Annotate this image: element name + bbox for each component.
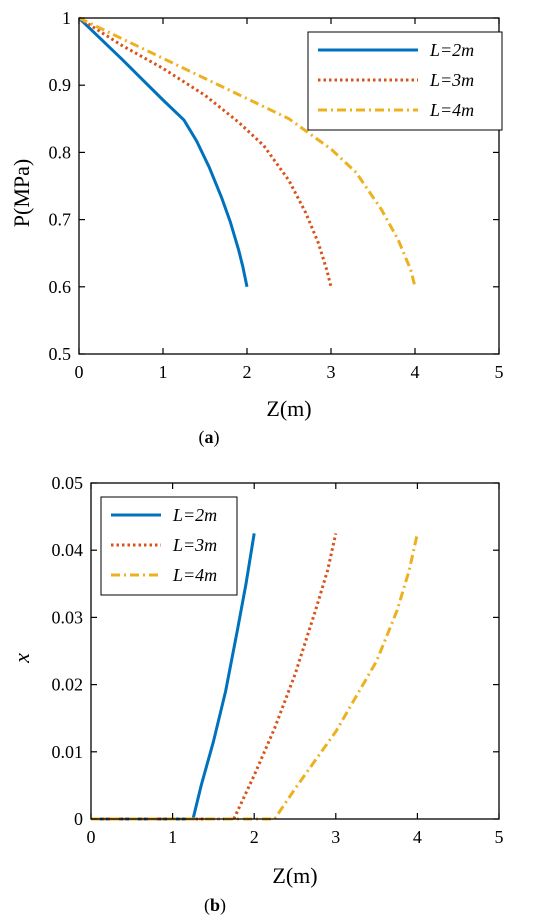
series-line-b-1 xyxy=(91,533,256,821)
legend-label-a-1: L=2m xyxy=(429,40,474,60)
panel-label-b: (b) xyxy=(204,895,226,916)
y-tick-label-b: 0.03 xyxy=(52,607,84,627)
y-tick-label-b: 0 xyxy=(74,809,83,829)
y-tick-label-a: 0.7 xyxy=(49,210,72,230)
x-tick-label-b: 1 xyxy=(168,827,177,847)
legend-label-b-2: L=3m xyxy=(172,535,217,555)
series-line-a-2 xyxy=(78,16,333,288)
legend-label-b-3: L=4m xyxy=(172,565,217,585)
y-tick-label-b: 0.01 xyxy=(52,742,84,762)
legend-label-b-1: L=2m xyxy=(172,505,217,525)
x-tick-label-a: 3 xyxy=(327,362,336,382)
x-tick-label-a: 0 xyxy=(75,362,84,382)
y-tick-label-a: 0.5 xyxy=(49,344,72,364)
x-tick-label-b: 4 xyxy=(413,827,422,847)
series-line-b-2 xyxy=(91,533,338,821)
legend-label-a-3: L=4m xyxy=(429,100,474,120)
panel-label-a: (a) xyxy=(199,427,220,448)
ticks-b: 0 1 2 3 4 5 0 0.01 0.02 0.03 0.04 0.05 xyxy=(52,473,504,847)
plot-area-b xyxy=(90,482,500,821)
y-axis-label-b: x xyxy=(9,653,34,664)
series-line-b-3 xyxy=(91,533,419,821)
x-tick-label-b: 2 xyxy=(250,827,259,847)
legend-label-a-2: L=3m xyxy=(429,70,474,90)
x-tick-label-a: 2 xyxy=(243,362,252,382)
x-tick-label-a: 1 xyxy=(159,362,168,382)
legend-b: L=2m L=3m L=4m xyxy=(100,496,238,596)
chart-panel-b: 0 1 2 3 4 500.010.020.030.040.05 Z(m) x L=2mL… xyxy=(9,473,504,916)
x-tick-label-a: 5 xyxy=(495,362,504,382)
x-tick-label-b: 0 xyxy=(87,827,96,847)
y-tick-label-a: 0.6 xyxy=(49,277,72,297)
series-line-a-3 xyxy=(78,16,417,288)
axes-box-b xyxy=(90,482,500,820)
legend-a: L=2m L=3m L=4m xyxy=(307,31,503,131)
y-tick-label-b: 0.04 xyxy=(52,540,84,560)
axes-box-a xyxy=(78,17,500,355)
y-tick-label-b: 0.02 xyxy=(52,675,84,695)
ticks-a: 0 1 2 3 4 5 0.5 0.6 0.7 0.8 0.9 1 xyxy=(49,8,504,382)
x-tick-label-a: 4 xyxy=(411,362,420,382)
chart-panel-a: 0 1 2 3 4 50.50.60.70.80.91 Z(m) P(MPa) L=2mL… xyxy=(9,8,504,448)
y-axis-label-a: P(MPa) xyxy=(9,159,34,227)
y-tick-label-a: 0.9 xyxy=(49,75,72,95)
y-tick-label-b: 0.05 xyxy=(52,473,84,493)
x-tick-label-b: 5 xyxy=(495,827,504,847)
series-line-a-1 xyxy=(77,16,249,288)
x-axis-label-a: Z(m) xyxy=(266,396,311,421)
x-axis-label-b: Z(m) xyxy=(272,863,317,888)
y-tick-label-a: 1 xyxy=(62,8,71,28)
y-tick-label-a: 0.8 xyxy=(49,142,72,162)
x-tick-label-b: 3 xyxy=(331,827,340,847)
plot-area-a xyxy=(77,16,500,355)
